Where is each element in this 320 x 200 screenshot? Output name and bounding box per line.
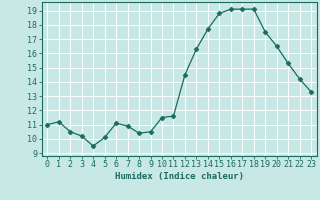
X-axis label: Humidex (Indice chaleur): Humidex (Indice chaleur) [115,172,244,181]
